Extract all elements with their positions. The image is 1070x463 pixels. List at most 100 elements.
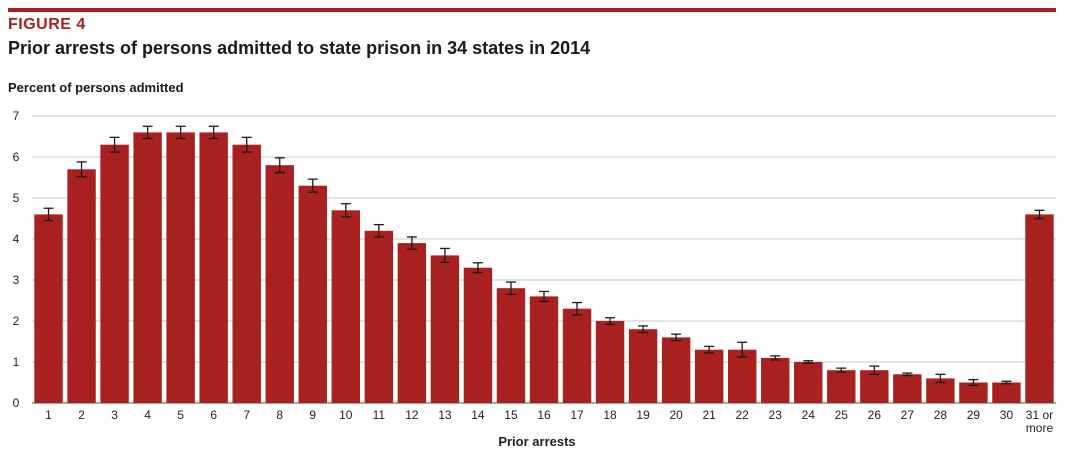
x-tick-label: 21 — [702, 408, 716, 422]
y-axis-title: Percent of persons admitted — [8, 80, 184, 95]
error-bar — [770, 355, 781, 361]
x-tick-label: 11 — [373, 408, 386, 422]
x-tick-label: 4 — [144, 408, 151, 422]
bar — [529, 296, 559, 403]
error-bar — [836, 367, 847, 373]
bar — [860, 370, 889, 403]
error-bar — [43, 207, 54, 222]
bars — [34, 132, 1054, 403]
bar — [992, 382, 1021, 403]
y-tick-label: 5 — [13, 191, 20, 205]
header-rule — [8, 8, 1056, 12]
y-tick-label: 0 — [13, 396, 20, 410]
error-bar — [439, 247, 450, 264]
bar — [595, 321, 625, 403]
error-bar — [737, 341, 748, 358]
x-tick-label: 31 or more — [1026, 408, 1054, 435]
y-tick-label: 4 — [13, 232, 20, 246]
chart-title: Prior arrests of persons admitted to sta… — [8, 38, 591, 58]
error-bar — [208, 125, 219, 140]
y-tick-label: 2 — [13, 314, 20, 328]
x-tick-label: 7 — [243, 408, 250, 422]
bar — [364, 230, 394, 403]
error-bar — [373, 223, 384, 238]
error-bar — [572, 301, 583, 316]
error-bar — [1001, 380, 1012, 385]
x-tick-label: 22 — [736, 408, 750, 422]
x-tick-label: 25 — [835, 408, 849, 422]
x-tick-label: 15 — [504, 408, 518, 422]
x-axis-title: Prior arrests — [498, 434, 575, 449]
error-bar — [307, 178, 318, 193]
error-bar — [175, 125, 186, 140]
x-tick-label: 14 — [471, 408, 485, 422]
x-tick-label: 20 — [669, 408, 683, 422]
x-tick-label: 27 — [901, 408, 915, 422]
x-tick-label: 6 — [210, 408, 217, 422]
bar — [727, 349, 757, 403]
error-bars — [43, 125, 1045, 387]
bar — [562, 308, 592, 403]
bar — [463, 267, 493, 403]
bar — [133, 132, 162, 403]
error-bar — [142, 125, 153, 140]
error-bar — [406, 236, 417, 250]
x-tick-label: 13 — [438, 408, 452, 422]
bar — [794, 362, 823, 403]
error-bar — [803, 360, 814, 364]
error-bar — [76, 161, 87, 178]
error-bar — [902, 372, 913, 377]
bar — [959, 382, 988, 403]
error-bar — [505, 281, 516, 296]
error-bar — [472, 262, 483, 274]
x-tick-label: 17 — [570, 408, 584, 422]
bar — [265, 165, 294, 403]
y-tick-label: 1 — [13, 355, 20, 369]
bar — [661, 337, 691, 403]
bar — [232, 144, 261, 403]
x-tick-label: 1 — [45, 408, 52, 422]
error-bar — [968, 378, 979, 387]
error-bar — [704, 345, 715, 354]
bar — [430, 255, 460, 403]
bar — [628, 329, 658, 403]
x-tick-label: 19 — [636, 408, 650, 422]
x-tick-label: 8 — [276, 408, 283, 422]
bar — [298, 185, 327, 403]
bar — [100, 144, 129, 403]
x-tick-label: 28 — [934, 408, 948, 422]
x-tick-label: 9 — [309, 408, 316, 422]
x-tick-label: 18 — [603, 408, 617, 422]
bar — [397, 243, 427, 403]
error-bar — [340, 203, 351, 218]
x-tick-label: 10 — [339, 408, 353, 422]
x-tick-label: 2 — [78, 408, 85, 422]
bar — [827, 370, 856, 403]
x-tick-label: 5 — [177, 408, 184, 422]
bar — [331, 210, 361, 403]
bar — [496, 288, 526, 403]
error-bar — [605, 317, 616, 325]
error-bar — [539, 290, 549, 302]
figure-label: FIGURE 4 — [8, 16, 86, 33]
bar — [694, 349, 724, 403]
x-tick-label: 26 — [868, 408, 882, 422]
x-tick-label: 24 — [802, 408, 816, 422]
bar — [67, 169, 96, 403]
bar — [199, 132, 228, 403]
y-tick-label: 6 — [13, 150, 20, 164]
error-bar — [935, 373, 946, 384]
bar — [166, 132, 195, 403]
error-bar — [241, 136, 252, 153]
error-bar — [671, 333, 682, 342]
x-tick-label: 3 — [111, 408, 118, 422]
error-bar — [1034, 209, 1045, 220]
bar — [1025, 214, 1054, 403]
bar — [761, 357, 790, 403]
error-bar — [638, 325, 649, 334]
x-tick-label: 12 — [405, 408, 419, 422]
y-axis-ticks: 0 1 2 3 4 5 6 7 — [13, 109, 20, 410]
x-tick-label: 30 — [1000, 408, 1014, 422]
x-tick-label: 16 — [537, 408, 551, 422]
